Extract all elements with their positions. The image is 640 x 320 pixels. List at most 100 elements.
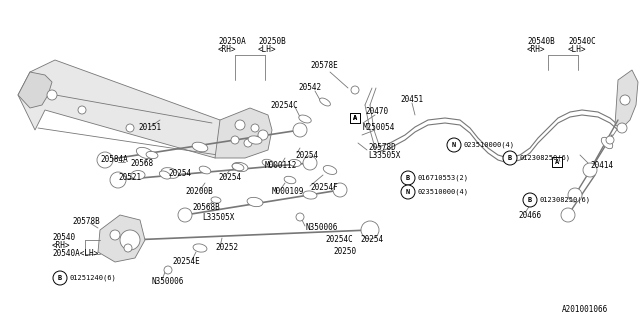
Circle shape [126,124,134,132]
Ellipse shape [262,159,274,167]
Ellipse shape [303,191,317,199]
Circle shape [47,90,57,100]
Text: 20151: 20151 [138,124,161,132]
Circle shape [110,230,120,240]
Text: 20200B: 20200B [185,188,212,196]
Text: 20254: 20254 [168,169,191,178]
Text: 20254: 20254 [360,236,383,244]
Text: 20254: 20254 [218,173,241,182]
Circle shape [401,171,415,185]
Text: 20254F: 20254F [310,183,338,193]
Ellipse shape [247,197,263,207]
Circle shape [164,266,172,274]
Ellipse shape [299,115,311,123]
Text: M000109: M000109 [272,188,305,196]
Ellipse shape [248,136,262,144]
Circle shape [235,120,245,130]
Text: 012308250(6): 012308250(6) [539,197,590,203]
Text: 20568: 20568 [130,159,153,169]
Circle shape [244,139,252,147]
Ellipse shape [602,137,612,149]
Text: B: B [58,275,62,281]
Text: 20466: 20466 [518,211,541,220]
Polygon shape [215,108,272,158]
Bar [350,113,360,123]
Ellipse shape [199,166,211,174]
Text: N350006: N350006 [152,277,184,286]
Text: A201001066: A201001066 [562,306,608,315]
Text: A: A [353,115,357,121]
Text: 01251240(6): 01251240(6) [69,275,116,281]
Circle shape [361,221,379,239]
Circle shape [296,213,304,221]
Circle shape [124,244,132,252]
Text: <RH>: <RH> [527,45,545,54]
Text: 20414: 20414 [590,161,613,170]
Circle shape [503,151,517,165]
Text: 20568B: 20568B [192,204,220,212]
Circle shape [333,183,347,197]
Circle shape [401,185,415,199]
Bar [350,113,360,123]
Text: 20578E: 20578E [310,60,338,69]
Polygon shape [615,70,638,128]
Ellipse shape [131,171,145,180]
Ellipse shape [136,148,154,159]
Circle shape [97,152,113,168]
Ellipse shape [284,176,296,184]
Circle shape [110,172,126,188]
Text: 20250A: 20250A [218,37,246,46]
Text: 20252: 20252 [215,244,238,252]
Text: 20540C: 20540C [568,37,596,46]
Ellipse shape [159,171,171,179]
Text: A: A [353,115,357,121]
Circle shape [53,271,67,285]
Ellipse shape [289,159,301,167]
Ellipse shape [232,162,248,172]
Circle shape [178,208,192,222]
Circle shape [617,123,627,133]
Text: 20254: 20254 [295,150,318,159]
Polygon shape [18,72,52,108]
Polygon shape [18,60,230,158]
Text: 20578D: 20578D [368,143,396,153]
Circle shape [258,130,268,140]
Ellipse shape [161,168,179,178]
Text: 20254C: 20254C [325,236,353,244]
Text: 20578B: 20578B [72,218,100,227]
Circle shape [78,106,86,114]
Bar [552,157,562,167]
Ellipse shape [211,197,221,203]
Circle shape [303,156,317,170]
Circle shape [583,163,597,177]
Text: 016710553(2): 016710553(2) [417,175,468,181]
Ellipse shape [146,151,158,159]
Text: 023510000(4): 023510000(4) [463,142,514,148]
Text: 20250B: 20250B [258,37,285,46]
Text: A: A [555,159,559,165]
Ellipse shape [323,165,337,174]
Text: B: B [528,197,532,203]
Text: 20540: 20540 [52,234,75,243]
Text: N: N [406,189,410,195]
Circle shape [251,124,259,132]
Circle shape [231,136,239,144]
Circle shape [561,208,575,222]
Text: B: B [508,155,512,161]
Ellipse shape [193,244,207,252]
Circle shape [568,188,582,202]
Text: 20584A: 20584A [100,156,128,164]
Text: <LH>: <LH> [258,45,276,54]
Text: L33505X: L33505X [202,213,234,222]
Circle shape [293,123,307,137]
Text: M000112: M000112 [265,161,298,170]
Text: 20254C: 20254C [270,100,298,109]
Text: 012308250(6): 012308250(6) [519,155,570,161]
Circle shape [523,193,537,207]
Text: 20542: 20542 [298,84,321,92]
Text: N350006: N350006 [305,223,337,233]
Text: 20451: 20451 [400,95,423,105]
Circle shape [447,138,461,152]
Text: 20540B: 20540B [527,37,555,46]
Text: 20254E: 20254E [172,258,200,267]
